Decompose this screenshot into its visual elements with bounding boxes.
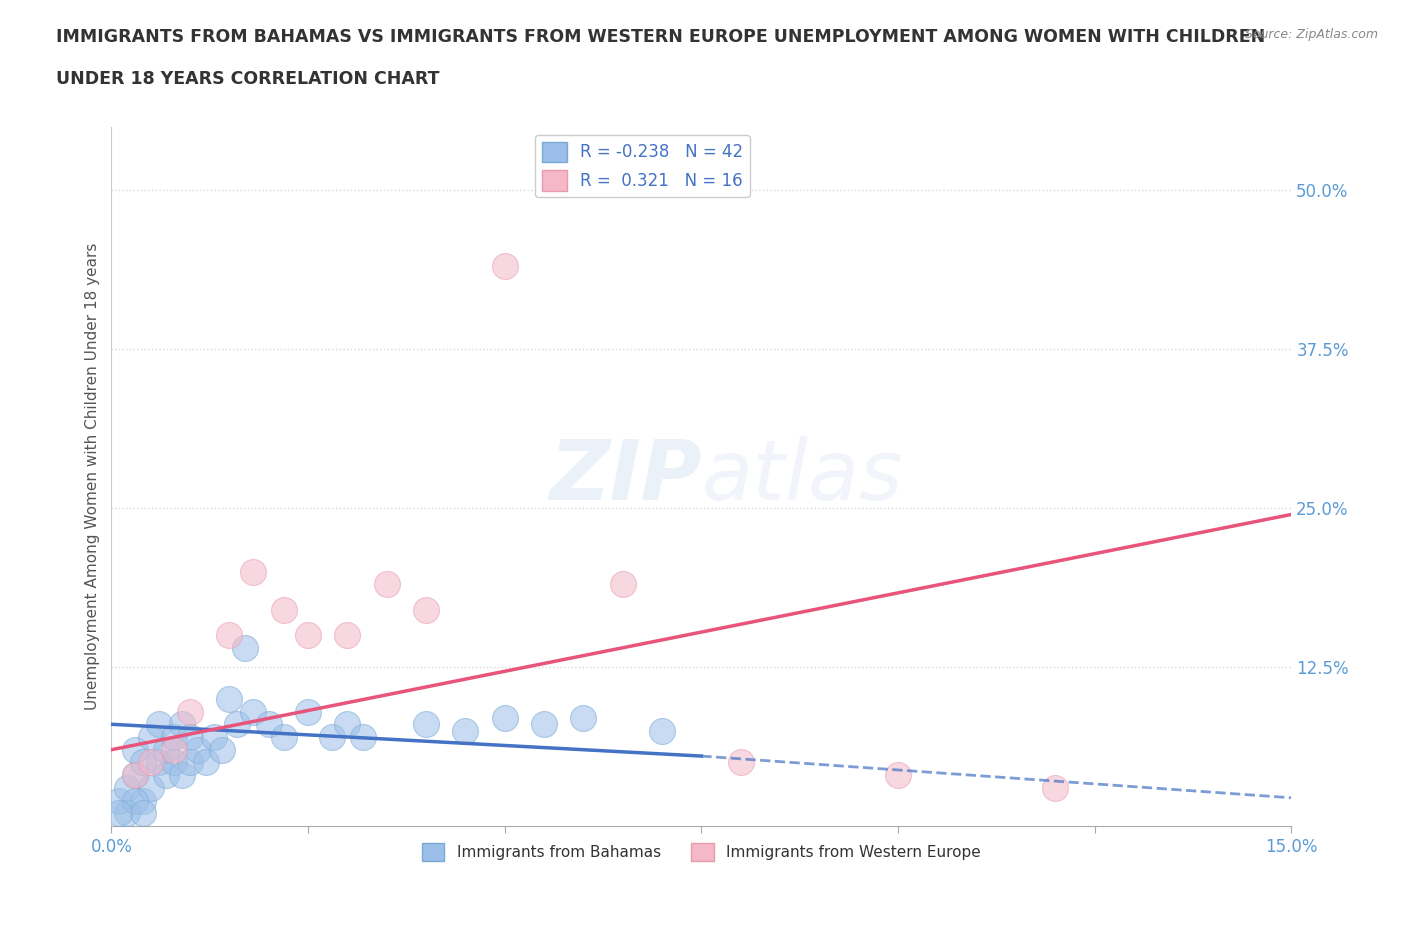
Point: [242, 704, 264, 719]
Point: [336, 628, 359, 643]
Point: [148, 717, 170, 732]
Point: [242, 565, 264, 579]
Point: [115, 806, 138, 821]
Point: [572, 711, 595, 725]
Point: [494, 711, 516, 725]
Point: [273, 603, 295, 618]
Point: [226, 717, 249, 732]
Point: [132, 793, 155, 808]
Point: [415, 603, 437, 618]
Point: [124, 767, 146, 782]
Point: [139, 780, 162, 795]
Point: [202, 729, 225, 744]
Point: [218, 628, 240, 643]
Point: [194, 755, 217, 770]
Point: [139, 755, 162, 770]
Point: [132, 755, 155, 770]
Point: [1045, 780, 1067, 795]
Text: ZIP: ZIP: [548, 436, 702, 517]
Point: [375, 577, 398, 591]
Text: atlas: atlas: [702, 436, 903, 517]
Point: [179, 729, 201, 744]
Point: [257, 717, 280, 732]
Y-axis label: Unemployment Among Women with Children Under 18 years: Unemployment Among Women with Children U…: [86, 243, 100, 710]
Point: [454, 724, 477, 738]
Text: IMMIGRANTS FROM BAHAMAS VS IMMIGRANTS FROM WESTERN EUROPE UNEMPLOYMENT AMONG WOM: IMMIGRANTS FROM BAHAMAS VS IMMIGRANTS FR…: [56, 28, 1265, 46]
Point: [155, 767, 177, 782]
Point: [179, 704, 201, 719]
Point: [155, 742, 177, 757]
Point: [124, 742, 146, 757]
Point: [163, 742, 186, 757]
Point: [233, 641, 256, 656]
Point: [108, 793, 131, 808]
Point: [148, 755, 170, 770]
Point: [218, 691, 240, 706]
Point: [187, 742, 209, 757]
Legend: Immigrants from Bahamas, Immigrants from Western Europe: Immigrants from Bahamas, Immigrants from…: [415, 836, 987, 868]
Point: [887, 767, 910, 782]
Point: [172, 767, 194, 782]
Point: [132, 806, 155, 821]
Point: [612, 577, 634, 591]
Point: [651, 724, 673, 738]
Point: [273, 729, 295, 744]
Point: [163, 729, 186, 744]
Point: [108, 806, 131, 821]
Point: [352, 729, 374, 744]
Point: [494, 259, 516, 274]
Point: [139, 729, 162, 744]
Point: [163, 755, 186, 770]
Point: [297, 628, 319, 643]
Point: [115, 780, 138, 795]
Point: [211, 742, 233, 757]
Point: [124, 767, 146, 782]
Point: [730, 755, 752, 770]
Point: [179, 755, 201, 770]
Point: [336, 717, 359, 732]
Point: [415, 717, 437, 732]
Point: [172, 717, 194, 732]
Text: Source: ZipAtlas.com: Source: ZipAtlas.com: [1244, 28, 1378, 41]
Point: [321, 729, 343, 744]
Point: [533, 717, 555, 732]
Text: UNDER 18 YEARS CORRELATION CHART: UNDER 18 YEARS CORRELATION CHART: [56, 70, 440, 87]
Point: [297, 704, 319, 719]
Point: [124, 793, 146, 808]
